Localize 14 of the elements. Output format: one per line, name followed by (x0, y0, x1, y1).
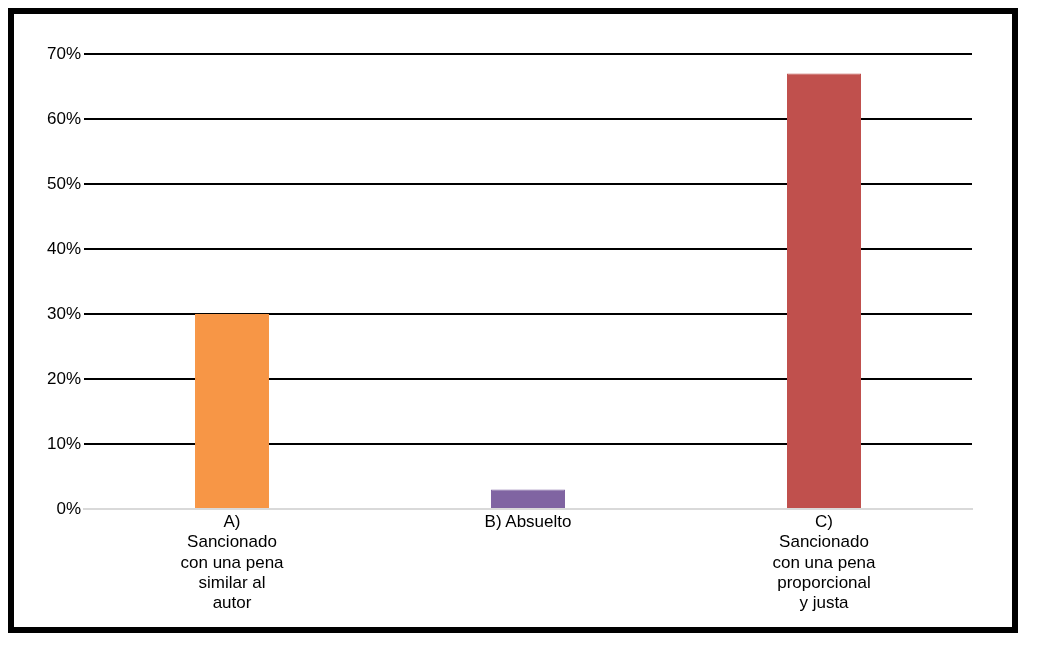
y-tick-label: 0% (56, 498, 82, 518)
x-tick-label: C) Sancionado con una pena proporcional y justa (772, 511, 877, 613)
y-tick-label: 60% (46, 108, 82, 128)
y-tick-label: 40% (46, 238, 82, 258)
y-tick-label: 50% (46, 173, 82, 193)
y-tick-label: 10% (46, 433, 82, 453)
y-tick-label: 30% (46, 303, 82, 323)
x-tick-label: A) Sancionado con una pena similar al autor (180, 511, 285, 613)
y-tick-label: 70% (46, 43, 82, 63)
bar (195, 314, 270, 508)
bar (787, 73, 861, 508)
bar (491, 489, 566, 508)
y-tick-label: 20% (46, 368, 82, 388)
x-tick-label: B) Absuelto (484, 511, 572, 531)
